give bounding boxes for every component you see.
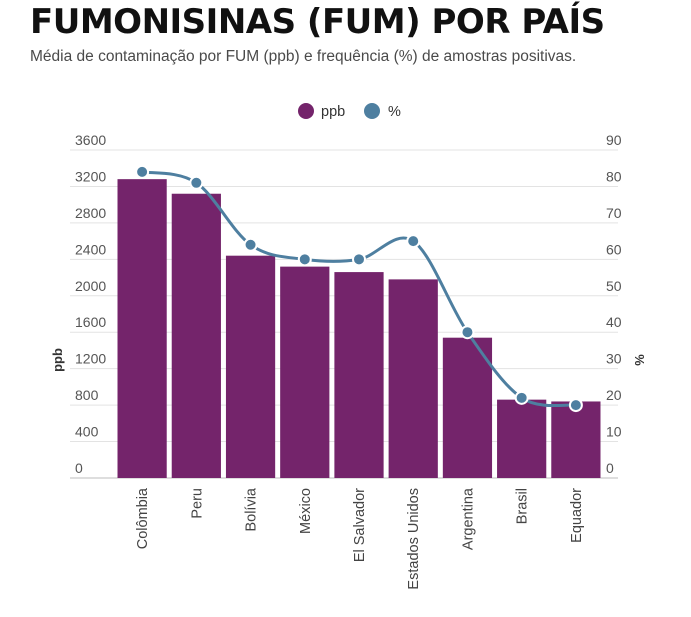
y-tick-label: 400: [75, 424, 99, 440]
line-series: [135, 164, 583, 413]
y2-tick-label: 40: [606, 314, 622, 330]
y2-tick-label: 70: [606, 205, 622, 221]
chart-subtitle: Média de contaminação por FUM (ppb) e fr…: [30, 48, 577, 65]
bar: [117, 179, 167, 478]
category-label: Colômbia: [135, 487, 151, 549]
y-tick-label: 2800: [75, 205, 106, 221]
legend-label-ppb: ppb: [321, 104, 345, 120]
category-label: México: [298, 488, 314, 534]
y-tick-label: 1600: [75, 314, 106, 330]
y-tick-label: 3200: [75, 168, 106, 184]
category-label: Equador: [569, 488, 585, 543]
legend-marker-percent: [364, 103, 380, 119]
y2-tick-label: 30: [606, 351, 622, 367]
bar: [551, 401, 601, 478]
line-point: [514, 390, 529, 405]
right-axis-ticks: 0 10 20 30 40 50 60 70 80 90: [606, 132, 622, 476]
line-point: [189, 175, 204, 190]
line-point: [460, 325, 475, 340]
y-axis-title: ppb: [50, 348, 65, 372]
legend: ppb %: [298, 103, 401, 120]
y-tick-label: 1200: [75, 351, 106, 367]
line-point: [568, 398, 583, 413]
chart-title: FUMONISINAS (FUM) POR PAÍS: [30, 2, 605, 42]
category-label: Brasil: [515, 488, 531, 524]
y2-tick-label: 80: [606, 168, 622, 184]
y2-tick-label: 10: [606, 424, 622, 440]
legend-label-percent: %: [388, 104, 401, 120]
y-tick-label: 0: [75, 460, 83, 476]
line-point: [135, 164, 150, 179]
bar: [497, 399, 547, 478]
category-label: El Salvador: [352, 488, 368, 562]
bar: [442, 337, 493, 478]
y2-tick-label: 20: [606, 387, 622, 403]
y-tick-label: 800: [75, 387, 99, 403]
y2-tick-label: 50: [606, 278, 622, 294]
line-point: [243, 237, 258, 252]
line-point: [406, 234, 421, 249]
line-point: [297, 252, 312, 267]
y-tick-label: 2000: [75, 278, 106, 294]
bar: [334, 272, 384, 478]
category-label: Argentina: [460, 487, 476, 550]
category-label: Estados Unidos: [406, 488, 422, 590]
y2-tick-label: 0: [606, 460, 614, 476]
line-point: [352, 252, 366, 267]
y-tick-label: 2400: [75, 241, 106, 257]
bar: [388, 279, 438, 478]
category-label: Bolívia: [244, 487, 260, 531]
bar: [225, 255, 276, 478]
bar: [171, 193, 221, 478]
y2-axis-title: %: [632, 354, 647, 366]
left-axis-ticks: 0 400 800 1200 1600 2000 2400 2800 3200 3600: [75, 132, 106, 476]
bar-series: [117, 179, 601, 478]
category-label: Peru: [189, 488, 205, 519]
y2-tick-label: 60: [606, 241, 622, 257]
legend-marker-ppb: [298, 103, 314, 119]
y-tick-label: 3600: [75, 132, 106, 148]
y2-tick-label: 90: [606, 132, 622, 148]
category-labels: Colômbia Peru Bolívia México El Salvador Esta…: [135, 487, 585, 589]
bar: [280, 266, 330, 478]
